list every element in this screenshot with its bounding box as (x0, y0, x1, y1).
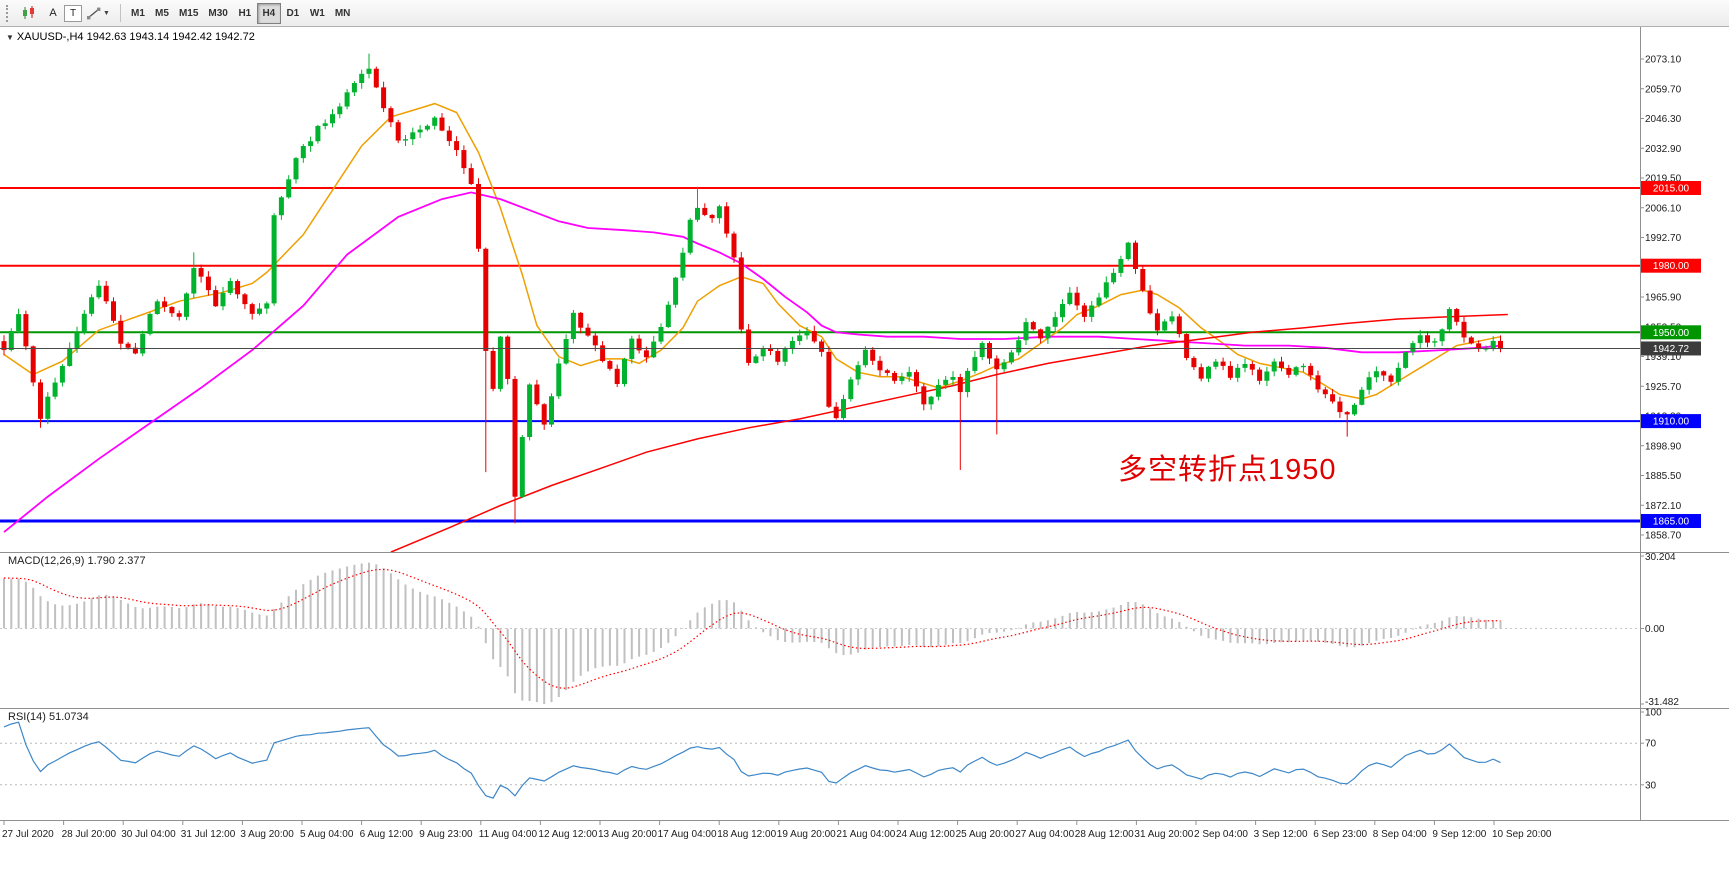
ma-mid-magenta (3, 191, 1501, 533)
svg-text:9 Aug 23:00: 9 Aug 23:00 (419, 829, 473, 840)
svg-text:28 Aug 12:00: 28 Aug 12:00 (1075, 829, 1134, 840)
svg-text:17 Aug 04:00: 17 Aug 04:00 (658, 829, 717, 840)
timeframe-h4[interactable]: H4 (256, 2, 281, 24)
svg-text:70: 70 (1645, 739, 1657, 750)
timeframe-h1[interactable]: H1 (233, 3, 257, 24)
arrow-tool-button[interactable]: A (42, 3, 64, 24)
svg-text:6 Aug 12:00: 6 Aug 12:00 (360, 829, 414, 840)
svg-text:2015.00: 2015.00 (1653, 183, 1690, 194)
drawing-tools-dropdown[interactable]: ▼ (82, 3, 115, 24)
svg-text:2046.30: 2046.30 (1645, 114, 1682, 125)
svg-text:1898.90: 1898.90 (1645, 441, 1682, 452)
svg-text:1950.00: 1950.00 (1653, 328, 1690, 339)
macd-indicator-label: MACD(12,26,9) 1.790 2.377 (8, 555, 146, 567)
trendline-tool-icon (87, 7, 101, 19)
rsi-indicator-label: RSI(14) 51.0734 (8, 711, 89, 723)
svg-text:1980.00: 1980.00 (1653, 261, 1690, 272)
current-price-label (1641, 341, 1701, 356)
svg-text:1939.10: 1939.10 (1645, 352, 1682, 363)
timeframe-m15[interactable]: M15 (174, 3, 203, 24)
chart-annotation-text: 多空转折点1950 (1118, 454, 1337, 486)
text-tool-button[interactable]: T (64, 4, 82, 22)
chart-window[interactable]: 2073.10 2059.70 2046.30 2032.90 2019.50 2006.… (0, 27, 1729, 893)
svg-text:2 Sep 04:00: 2 Sep 04:00 (1194, 829, 1248, 840)
svg-text:2019.50: 2019.50 (1645, 174, 1682, 185)
candles-layer (1, 53, 1503, 524)
svg-text:0.00: 0.00 (1645, 624, 1665, 635)
svg-text:30.204: 30.204 (1645, 552, 1676, 563)
svg-text:27 Aug 04:00: 27 Aug 04:00 (1015, 829, 1074, 840)
svg-text:100: 100 (1645, 708, 1662, 719)
svg-text:21 Aug 04:00: 21 Aug 04:00 (836, 829, 895, 840)
top-toolbar: A T ▼ M1 M5 M15 M30 H1 H4 D1 W1 MN (0, 0, 1729, 27)
timeframe-w1[interactable]: W1 (305, 3, 330, 24)
svg-text:5 Aug 04:00: 5 Aug 04:00 (300, 829, 354, 840)
rsi-line (3, 721, 1501, 799)
svg-text:28 Jul 20:00: 28 Jul 20:00 (62, 829, 117, 840)
main-chart-layer (0, 53, 1640, 552)
macd-histogram (3, 562, 1502, 704)
svg-text:2006.10: 2006.10 (1645, 203, 1682, 214)
level-price-label (1641, 258, 1701, 273)
toolbar-separator (119, 4, 121, 22)
svg-text:1910.00: 1910.00 (1653, 417, 1690, 428)
svg-text:1992.70: 1992.70 (1645, 233, 1682, 244)
svg-text:11 Aug 04:00: 11 Aug 04:00 (479, 829, 538, 840)
svg-text:2059.70: 2059.70 (1645, 84, 1682, 95)
symbol-ohlc-readout: ▼ XAUUSD-,H4 1942.63 1943.14 1942.42 1942… (6, 31, 255, 43)
svg-text:-31.482: -31.482 (1645, 697, 1679, 708)
svg-text:12 Aug 12:00: 12 Aug 12:00 (538, 829, 597, 840)
svg-text:24 Aug 12:00: 24 Aug 12:00 (896, 829, 955, 840)
symbol-ohlc-text: XAUUSD-,H4 1942.63 1943.14 1942.42 1942.… (16, 31, 255, 43)
svg-text:27 Jul 2020: 27 Jul 2020 (2, 829, 54, 840)
time-axis[interactable]: 27 Jul 2020 28 Jul 20:00 30 Jul 04:00 31 Ju… (2, 820, 1552, 840)
timeframe-m30[interactable]: M30 (203, 3, 232, 24)
svg-text:10 Sep 20:00: 10 Sep 20:00 (1492, 829, 1552, 840)
svg-text:8 Sep 04:00: 8 Sep 04:00 (1373, 829, 1427, 840)
svg-text:1925.70: 1925.70 (1645, 382, 1682, 393)
svg-text:1965.90: 1965.90 (1645, 293, 1682, 304)
timeframe-mn[interactable]: MN (330, 3, 356, 24)
svg-text:6 Sep 23:00: 6 Sep 23:00 (1313, 829, 1367, 840)
svg-text:31 Aug 20:00: 31 Aug 20:00 (1134, 829, 1193, 840)
svg-text:18 Aug 12:00: 18 Aug 12:00 (717, 829, 776, 840)
timeframe-m1[interactable]: M1 (126, 3, 150, 24)
svg-text:1872.10: 1872.10 (1645, 501, 1682, 512)
svg-text:9 Sep 12:00: 9 Sep 12:00 (1432, 829, 1486, 840)
level-price-label (1641, 414, 1701, 429)
macd-signal-line (3, 568, 1501, 689)
collapse-triangle-icon[interactable]: ▼ (6, 33, 14, 42)
svg-text:13 Aug 20:00: 13 Aug 20:00 (598, 829, 657, 840)
candlestick-chart-icon (23, 6, 34, 19)
level-price-label (1641, 180, 1701, 195)
svg-text:30 Jul 04:00: 30 Jul 04:00 (121, 829, 176, 840)
chart-type-button[interactable] (17, 3, 42, 24)
svg-text:2073.10: 2073.10 (1645, 55, 1682, 66)
svg-text:1865.00: 1865.00 (1653, 517, 1690, 528)
toolbar-grip[interactable] (6, 4, 11, 22)
price-axis[interactable]: 2073.10 2059.70 2046.30 2032.90 2019.50 2006.… (1640, 55, 1701, 542)
timeframe-d1[interactable]: D1 (281, 3, 305, 24)
svg-text:1858.70: 1858.70 (1645, 531, 1682, 542)
svg-text:3 Aug 20:00: 3 Aug 20:00 (240, 829, 294, 840)
svg-text:30: 30 (1645, 780, 1657, 791)
svg-text:3 Sep 12:00: 3 Sep 12:00 (1254, 829, 1308, 840)
svg-text:25 Aug 20:00: 25 Aug 20:00 (956, 829, 1015, 840)
svg-text:19 Aug 20:00: 19 Aug 20:00 (777, 829, 836, 840)
level-price-label (1641, 514, 1701, 529)
chart-canvas[interactable]: 2073.10 2059.70 2046.30 2032.90 2019.50 2006.… (0, 27, 1729, 893)
svg-text:31 Jul 12:00: 31 Jul 12:00 (181, 829, 236, 840)
chevron-down-icon: ▼ (103, 9, 110, 17)
svg-text:1942.72: 1942.72 (1653, 344, 1690, 355)
level-price-label (1641, 325, 1701, 340)
timeframe-m5[interactable]: M5 (150, 3, 174, 24)
svg-text:2032.90: 2032.90 (1645, 144, 1682, 155)
svg-text:1885.50: 1885.50 (1645, 471, 1682, 482)
ma-fast-orange (3, 102, 1501, 400)
